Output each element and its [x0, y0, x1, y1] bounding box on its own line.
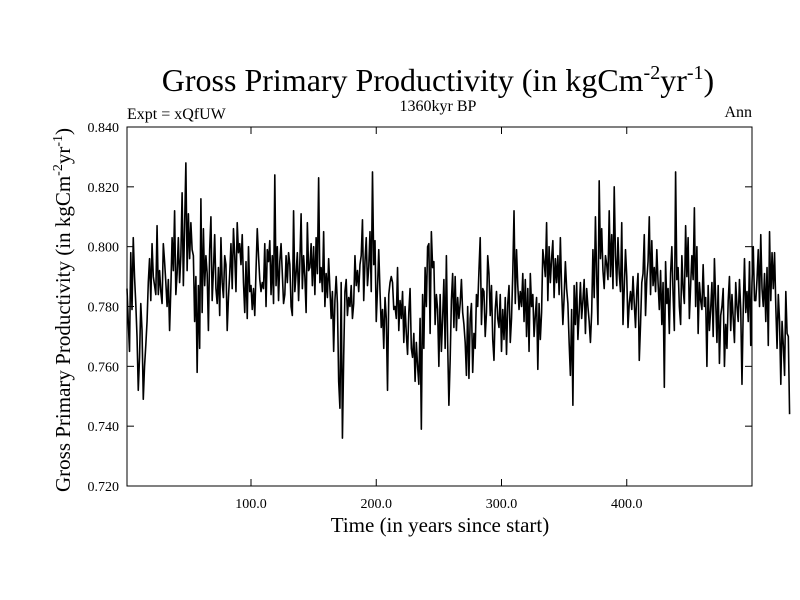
x-axis-label: Time (in years since start)	[331, 513, 550, 537]
y-axis-label: Gross Primary Productivity (in kgCm-2yr-…	[51, 128, 75, 492]
y-axis-ticks: 0.720 0.740 0.760 0.780 0.800 0.820 0.840	[88, 121, 752, 495]
x-axis-ticks: 100.0 200.0 300.0 400.0	[235, 127, 642, 512]
chart-title: Gross Primary Productivity (in kgCm-2yr-…	[162, 62, 714, 98]
y-tick-label: 0.800	[88, 241, 120, 256]
y-tick-label: 0.840	[88, 121, 120, 136]
subtitle-expt: Expt = xQfUW	[127, 106, 227, 123]
y-tick-label: 0.740	[88, 420, 120, 435]
x-tick-label: 400.0	[611, 497, 643, 512]
chart-title-end: )	[704, 62, 715, 98]
x-tick-label: 100.0	[235, 497, 267, 512]
chart-title-sup1: -2	[644, 62, 661, 84]
y-axis-label-mid: yr	[51, 147, 75, 165]
y-tick-label: 0.780	[88, 301, 120, 316]
subtitle-season: Ann	[724, 104, 752, 121]
subtitle-period: 1360kyr BP	[400, 98, 477, 115]
chart-title-mid: yr	[660, 62, 687, 98]
x-tick-label: 200.0	[360, 497, 392, 512]
data-series-line	[126, 162, 791, 439]
y-axis-label-main: Gross Primary Productivity (in kgCm	[51, 176, 75, 492]
y-axis-label-sup2: -1	[51, 135, 66, 147]
y-tick-label: 0.820	[88, 181, 120, 196]
y-axis-label-end: )	[51, 128, 75, 135]
x-tick-label: 300.0	[486, 497, 518, 512]
y-axis-label-sup1: -2	[51, 164, 66, 176]
chart-title-main: Gross Primary Productivity (in kgCm	[162, 62, 644, 98]
chart-title-sup2: -1	[687, 62, 704, 84]
y-tick-label: 0.720	[88, 480, 120, 495]
y-tick-label: 0.760	[88, 360, 120, 375]
